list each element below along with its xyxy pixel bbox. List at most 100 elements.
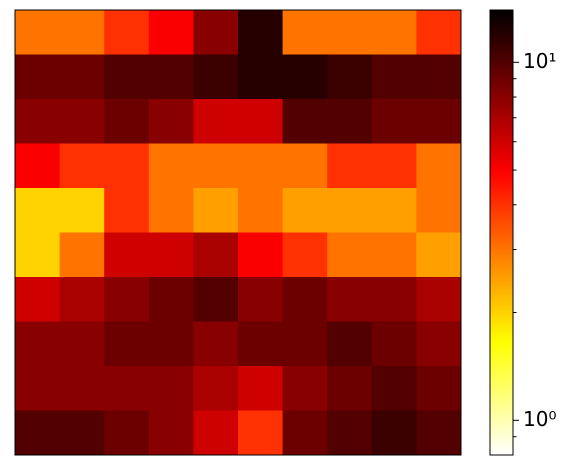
colorbar-tick-label: 10⁰ [523, 407, 556, 431]
heatmap-cell [193, 410, 239, 456]
heatmap-cell [327, 143, 373, 189]
heatmap-cell [416, 366, 462, 411]
heatmap-cell [282, 410, 328, 456]
heatmap-cell [282, 232, 328, 278]
heatmap-cell [416, 99, 462, 144]
heatmap-cell [148, 277, 194, 322]
heatmap-cell [193, 277, 239, 322]
heatmap-cell [193, 10, 239, 55]
heatmap-cell [59, 10, 105, 55]
heatmap-cell [416, 232, 462, 278]
heatmap-cell [282, 321, 328, 367]
heatmap-cell [327, 321, 373, 367]
heatmap-cell [371, 10, 417, 55]
heatmap-cell [193, 366, 239, 411]
heatmap-cell [416, 188, 462, 233]
heatmap-cell [282, 99, 328, 144]
heatmap-cell [238, 321, 284, 367]
heatmap-cell [15, 54, 61, 100]
heatmap-cell [238, 54, 284, 100]
heatmap-cell [416, 143, 462, 189]
heatmap-cell [238, 143, 284, 189]
heatmap-cell [327, 366, 373, 411]
heatmap-cell [59, 277, 105, 322]
heatmap-cell [104, 321, 150, 367]
heatmap-cell [282, 366, 328, 411]
heatmap-cell [238, 366, 284, 411]
heatmap-cell [416, 277, 462, 322]
heatmap-cell [104, 277, 150, 322]
heatmap-cell [193, 188, 239, 233]
heatmap-cell [148, 99, 194, 144]
heatmap-cell [104, 54, 150, 100]
heatmap-cell [59, 188, 105, 233]
heatmap-cell [59, 321, 105, 367]
plot-frame [14, 9, 462, 456]
heatmap-cell [193, 232, 239, 278]
heatmap-cell [104, 143, 150, 189]
heatmap-cell [148, 143, 194, 189]
heatmap-cell [193, 99, 239, 144]
heatmap-cell [371, 321, 417, 367]
heatmap-cell [327, 232, 373, 278]
colorbar-tick-label: 10¹ [523, 49, 556, 73]
heatmap-cell [59, 232, 105, 278]
heatmap-cell [416, 10, 462, 55]
heatmap-cell [371, 54, 417, 100]
heatmap-cell [15, 188, 61, 233]
heatmap-cell [15, 10, 61, 55]
heatmap-cell [15, 99, 61, 144]
colorbar [489, 9, 514, 456]
heatmap-cell [193, 321, 239, 367]
heatmap-cell [371, 277, 417, 322]
heatmap-cell [104, 232, 150, 278]
heatmap-cell [148, 232, 194, 278]
heatmap-cell [238, 99, 284, 144]
heatmap-cell [15, 366, 61, 411]
heatmap-cell [59, 54, 105, 100]
heatmap-cell [104, 99, 150, 144]
heatmap-cell [148, 188, 194, 233]
heatmap-cell [104, 366, 150, 411]
heatmap-cell [238, 277, 284, 322]
heatmap-cell [282, 54, 328, 100]
heatmap-cell [59, 143, 105, 189]
heatmap-cell [371, 410, 417, 456]
heatmap-cell [282, 277, 328, 322]
heatmap-cell [59, 410, 105, 456]
heatmap [15, 10, 462, 456]
heatmap-cell [148, 321, 194, 367]
heatmap-cell [416, 410, 462, 456]
heatmap-cell [59, 99, 105, 144]
heatmap-cell [104, 410, 150, 456]
heatmap-cell [327, 188, 373, 233]
heatmap-cell [238, 410, 284, 456]
heatmap-cell [327, 10, 373, 55]
heatmap-cell [416, 321, 462, 367]
heatmap-cell [371, 366, 417, 411]
heatmap-cell [15, 321, 61, 367]
heatmap-cell [15, 232, 61, 278]
heatmap-cell [238, 188, 284, 233]
heatmap-cell [371, 188, 417, 233]
heatmap-cell [282, 143, 328, 189]
heatmap-cell [193, 54, 239, 100]
heatmap-cell [327, 99, 373, 144]
heatmap-cell [15, 410, 61, 456]
heatmap-cell [15, 143, 61, 189]
heatmap-cell [59, 366, 105, 411]
heatmap-cell [327, 410, 373, 456]
heatmap-cell [148, 410, 194, 456]
heatmap-cell [15, 277, 61, 322]
heatmap-cell [238, 232, 284, 278]
heatmap-cell [371, 99, 417, 144]
heatmap-cell [238, 10, 284, 55]
heatmap-cell [104, 10, 150, 55]
heatmap-cell [327, 54, 373, 100]
heatmap-cell [148, 54, 194, 100]
heatmap-cell [193, 143, 239, 189]
heatmap-cell [282, 188, 328, 233]
heatmap-cell [148, 366, 194, 411]
heatmap-cell [371, 232, 417, 278]
